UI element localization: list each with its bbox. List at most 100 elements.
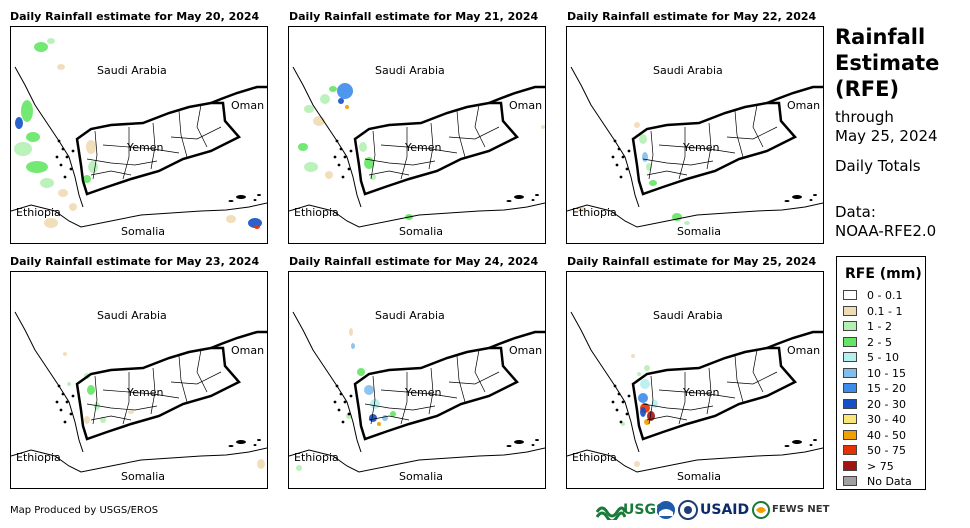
island xyxy=(531,444,535,446)
oman-border xyxy=(766,330,823,350)
rain-cell xyxy=(382,415,388,421)
rainfall-layer xyxy=(296,328,396,471)
legend-label: 0 - 0.1 xyxy=(867,289,903,302)
rain-cell xyxy=(67,382,71,386)
island xyxy=(335,384,339,388)
country-label: Saudi Arabia xyxy=(97,309,167,322)
rain-cell xyxy=(40,178,54,188)
island xyxy=(531,199,535,201)
rain-cell xyxy=(320,94,330,104)
through-label: through xyxy=(835,108,894,126)
legend-swatch xyxy=(843,367,857,378)
rain-cell xyxy=(644,365,650,371)
island xyxy=(333,400,337,404)
admin-boundary xyxy=(380,144,458,154)
data-source: NOAA-RFE2.0 xyxy=(835,222,937,240)
rain-cell xyxy=(684,221,690,225)
rain-cell xyxy=(640,407,646,417)
usaid-logo-text: USAID xyxy=(700,502,750,518)
island xyxy=(337,408,341,412)
island xyxy=(61,392,65,396)
legend-swatch xyxy=(843,414,857,424)
rain-cell xyxy=(337,83,353,99)
admin-boundary xyxy=(370,130,376,180)
fewsnet-logo-text: FEWS NET xyxy=(772,504,830,515)
base-geography xyxy=(289,311,545,473)
rain-cell xyxy=(226,215,236,223)
island xyxy=(55,400,59,404)
admin-boundary xyxy=(448,371,500,385)
oman-border xyxy=(210,85,267,105)
island xyxy=(341,420,345,424)
country-label: Yemen xyxy=(127,386,164,399)
island xyxy=(61,147,65,151)
island xyxy=(341,175,345,179)
side-title-line: Estimate xyxy=(835,51,940,75)
country-label: Yemen xyxy=(683,141,720,154)
island xyxy=(506,445,512,447)
admin-boundary xyxy=(178,110,188,158)
island xyxy=(59,408,63,412)
panel-title: Daily Rainfall estimate for May 23, 2024 xyxy=(10,255,260,268)
country-label: Somalia xyxy=(121,225,166,238)
island xyxy=(792,195,802,199)
horn-africa-coast xyxy=(567,447,823,473)
legend-title: RFE (mm) xyxy=(845,266,922,282)
island xyxy=(792,440,802,444)
rain-cell xyxy=(338,98,344,104)
admin-boundary xyxy=(178,355,188,403)
country-label: Somalia xyxy=(399,225,444,238)
yemen-border xyxy=(631,101,798,196)
country-label: Yemen xyxy=(127,141,164,154)
country-label: Yemen xyxy=(405,386,442,399)
country-label: Ethiopia xyxy=(572,206,617,219)
island xyxy=(65,155,69,159)
red-sea-coast xyxy=(14,311,84,453)
island xyxy=(506,200,512,202)
island xyxy=(617,392,621,396)
rain-cell xyxy=(390,411,396,417)
rain-cell xyxy=(364,385,374,395)
rain-cell xyxy=(325,171,333,179)
island xyxy=(333,155,337,159)
admin-boundary xyxy=(196,104,208,148)
admin-boundary xyxy=(380,389,458,399)
rain-cell xyxy=(369,414,377,422)
island xyxy=(257,439,261,441)
rain-cell xyxy=(638,393,648,403)
side-title-line: Rainfall xyxy=(835,25,926,49)
admin-boundary xyxy=(400,127,408,180)
island xyxy=(613,139,617,143)
island xyxy=(809,199,813,201)
rain-cell xyxy=(304,105,314,113)
admin-boundary xyxy=(86,158,158,166)
yemen-border xyxy=(75,346,242,441)
country-label: Somalia xyxy=(677,225,722,238)
rain-cell xyxy=(83,175,91,183)
base-geography xyxy=(11,66,267,228)
rain-cell xyxy=(44,218,58,228)
island xyxy=(813,194,817,196)
rain-cell xyxy=(34,42,48,52)
country-label: Oman xyxy=(231,344,265,357)
rainfall-layer xyxy=(577,122,690,225)
rain-cell xyxy=(26,132,40,142)
admin-boundary xyxy=(642,403,714,411)
rain-cell xyxy=(14,142,32,156)
admin-boundary xyxy=(658,389,736,399)
island xyxy=(236,440,246,444)
rainfall-map-may-22: Saudi Arabia Oman Yemen Ethiopia Somalia xyxy=(566,26,824,244)
rainfall-layer xyxy=(621,354,658,467)
admin-boundary xyxy=(734,110,744,158)
island xyxy=(339,392,343,396)
legend-label: No Data xyxy=(867,475,912,488)
island xyxy=(55,155,59,159)
horn-africa-coast xyxy=(289,447,545,473)
admin-boundary xyxy=(86,403,158,411)
island xyxy=(347,412,351,416)
panel-title: Daily Rainfall estimate for May 22, 2024 xyxy=(567,10,817,23)
rain-cell xyxy=(642,152,648,162)
red-sea-coast xyxy=(570,66,640,208)
admin-boundary xyxy=(678,372,686,425)
legend-swatch xyxy=(843,398,857,409)
